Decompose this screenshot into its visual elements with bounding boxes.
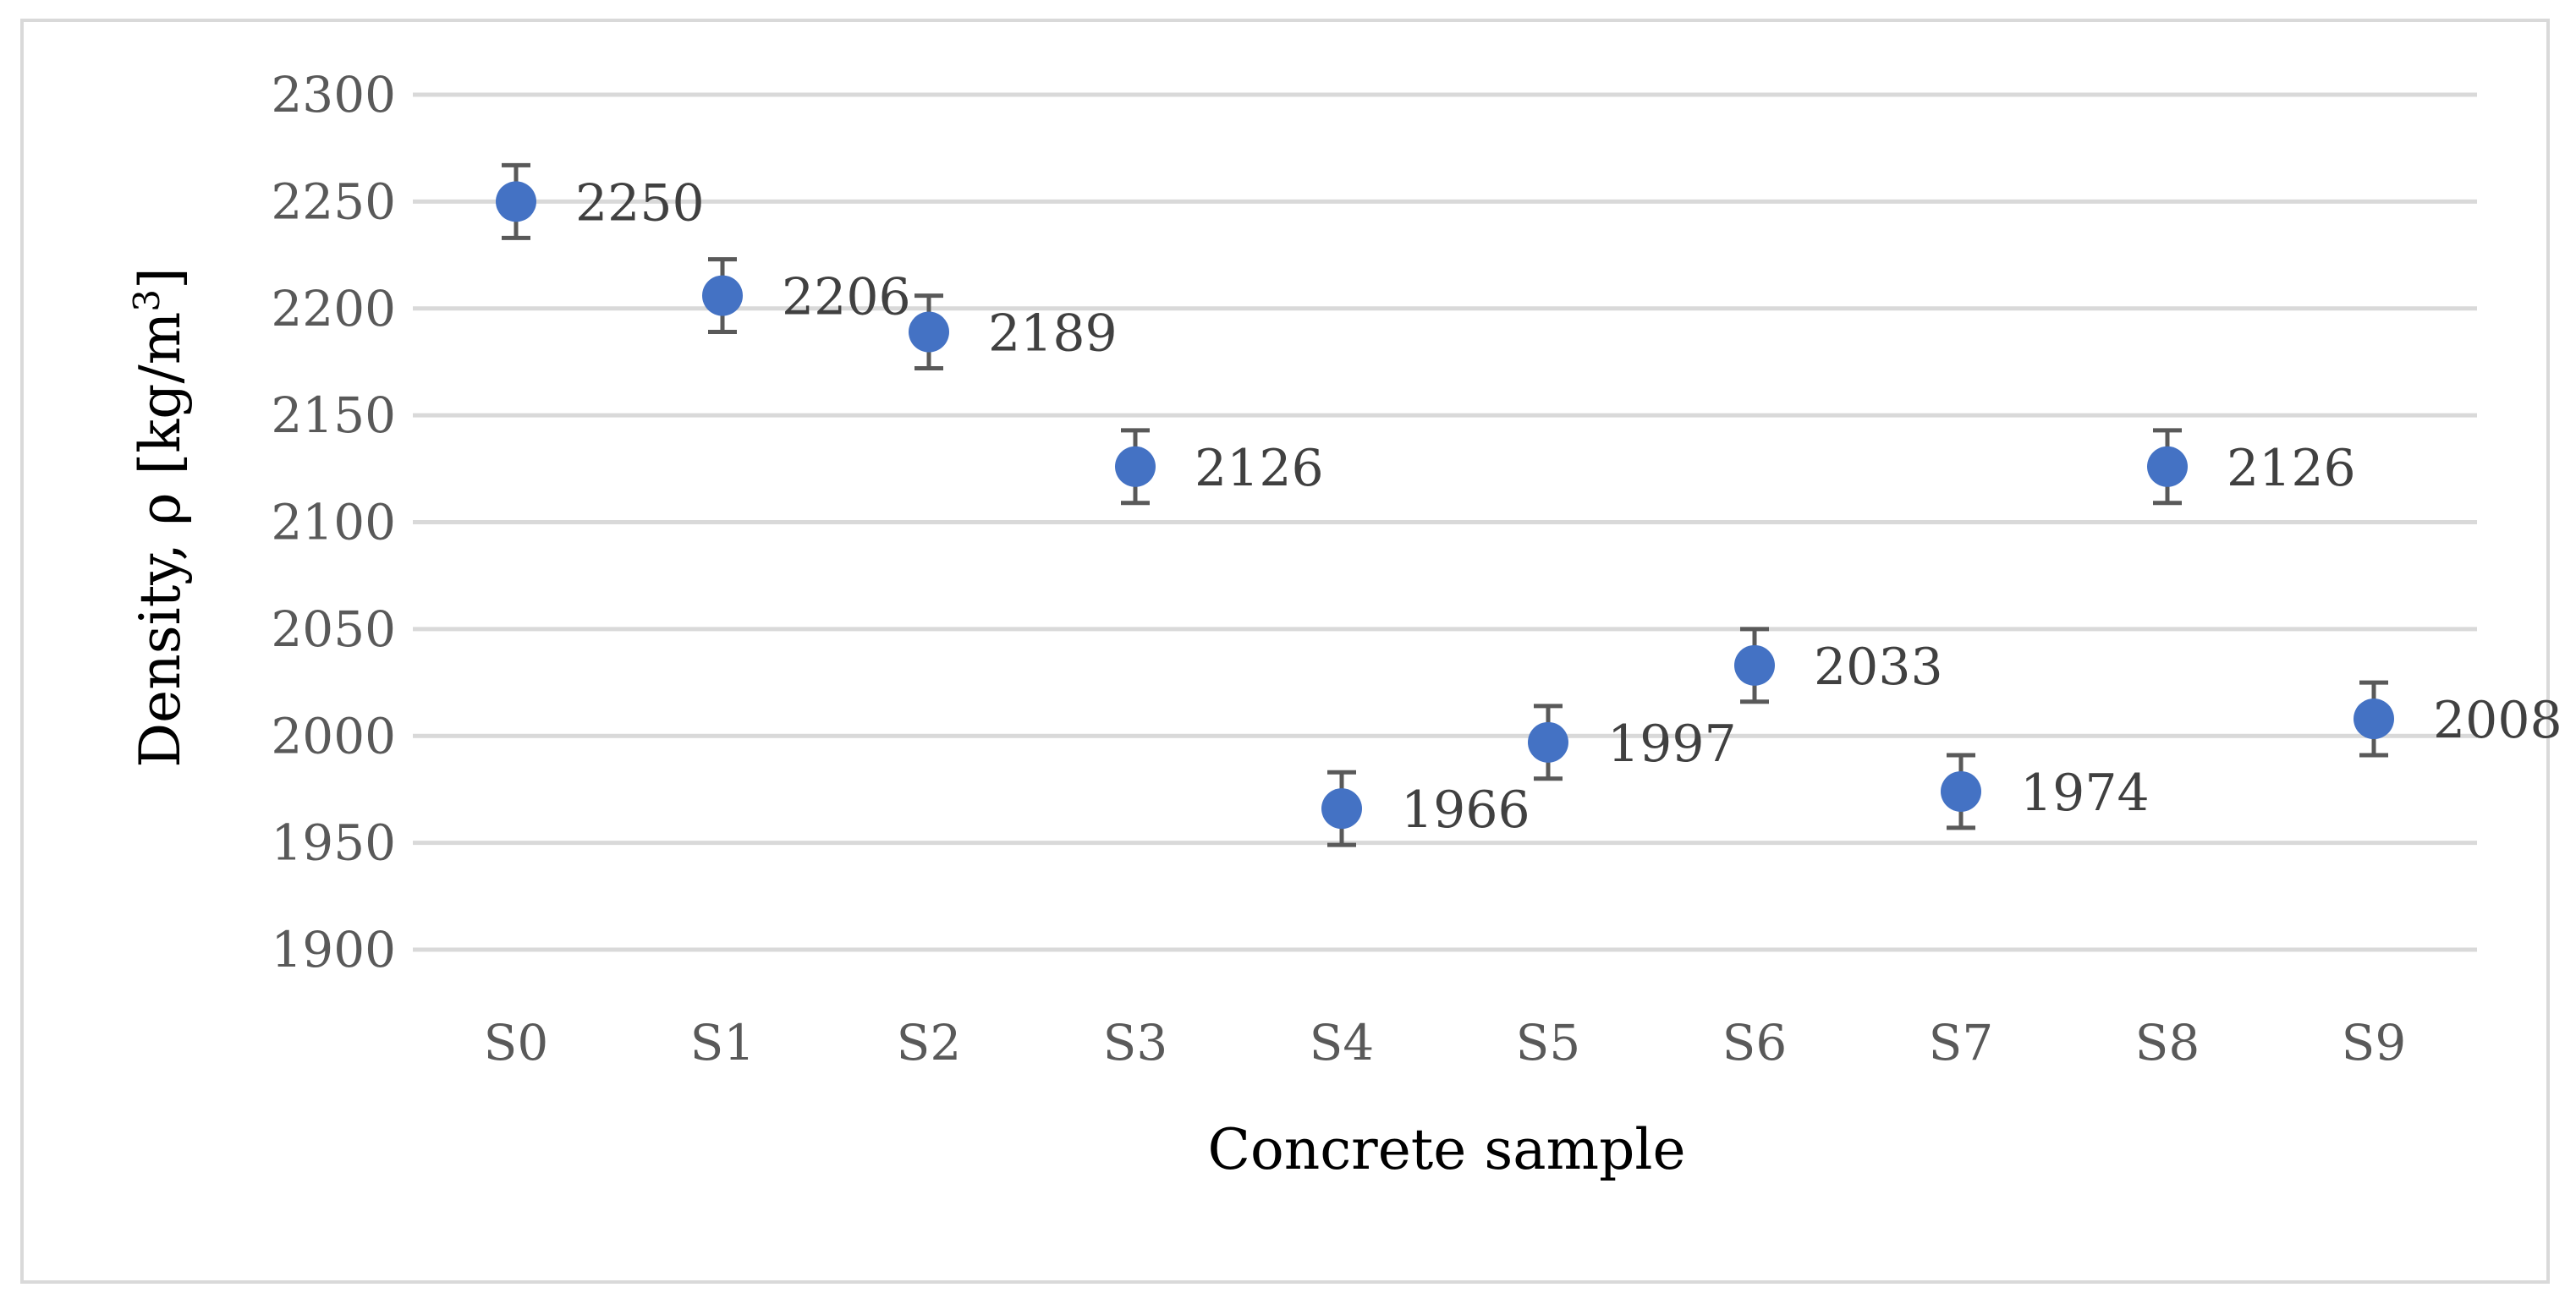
y-tick-label: 2200 <box>271 280 396 337</box>
gridlines <box>413 92 2477 952</box>
x-tick-label: S0 <box>484 1014 549 1071</box>
x-tick-label: S8 <box>2135 1014 2200 1071</box>
x-axis-ticks: S0 S1 S2 S3 S4 S5 S6 S7 S8 S9 <box>484 1014 2407 1071</box>
data-label: 2206 <box>782 268 911 327</box>
y-axis-ticks: 1900 1950 2000 2050 2100 2150 2200 2250 2300 <box>271 66 396 978</box>
x-tick-label: S7 <box>1929 1014 1994 1071</box>
data-point <box>702 275 743 316</box>
data-point <box>909 311 949 353</box>
y-tick-label: 2250 <box>271 173 396 230</box>
y-axis-title-suffix: ] <box>128 267 193 289</box>
data-label: 2126 <box>2227 439 2356 498</box>
x-tick-label: S2 <box>897 1014 962 1071</box>
data-label: 2189 <box>988 304 1118 364</box>
data-labels: 2250 2206 2189 2126 1966 1997 2033 1974 2126 2008 <box>575 173 2562 840</box>
x-axis-title: Concrete sample <box>1207 1117 1685 1182</box>
y-tick-label: 1950 <box>271 814 396 872</box>
y-tick-label: 2100 <box>271 494 396 551</box>
y-tick-label: 2000 <box>271 707 396 764</box>
x-tick-label: S3 <box>1103 1014 1168 1071</box>
data-label: 2033 <box>1814 638 1943 697</box>
data-point <box>496 181 536 222</box>
x-tick-label: S4 <box>1310 1014 1375 1071</box>
data-label: 1997 <box>1607 715 1737 774</box>
data-point <box>1734 644 1775 686</box>
chart-frame <box>20 19 2550 1284</box>
y-axis-title-main: Density, ρ [kg/m <box>128 312 193 768</box>
y-axis-title: Density, ρ [kg/m3] <box>126 267 194 768</box>
data-point <box>1941 770 1981 812</box>
x-tick-label: S1 <box>690 1014 755 1071</box>
data-point <box>2147 446 2188 487</box>
data-label: 2126 <box>1195 439 1324 498</box>
x-tick-label: S9 <box>2342 1014 2407 1071</box>
x-tick-label: S5 <box>1516 1014 1581 1071</box>
y-tick-label: 2150 <box>271 386 396 444</box>
data-label: 1966 <box>1401 781 1530 840</box>
data-point <box>2354 699 2394 740</box>
y-tick-label: 2050 <box>271 600 396 658</box>
data-point <box>1321 788 1362 830</box>
data-label: 1974 <box>2020 764 2150 823</box>
data-point <box>1115 446 1156 487</box>
y-tick-label: 1900 <box>271 921 396 978</box>
data-points <box>496 181 2394 830</box>
data-point <box>1528 721 1568 763</box>
data-label: 2250 <box>575 173 705 233</box>
x-tick-label: S6 <box>1722 1014 1788 1071</box>
y-axis-title-superscript: 3 <box>126 289 168 312</box>
data-label: 2008 <box>2433 691 2562 750</box>
y-tick-label: 2300 <box>271 66 396 123</box>
